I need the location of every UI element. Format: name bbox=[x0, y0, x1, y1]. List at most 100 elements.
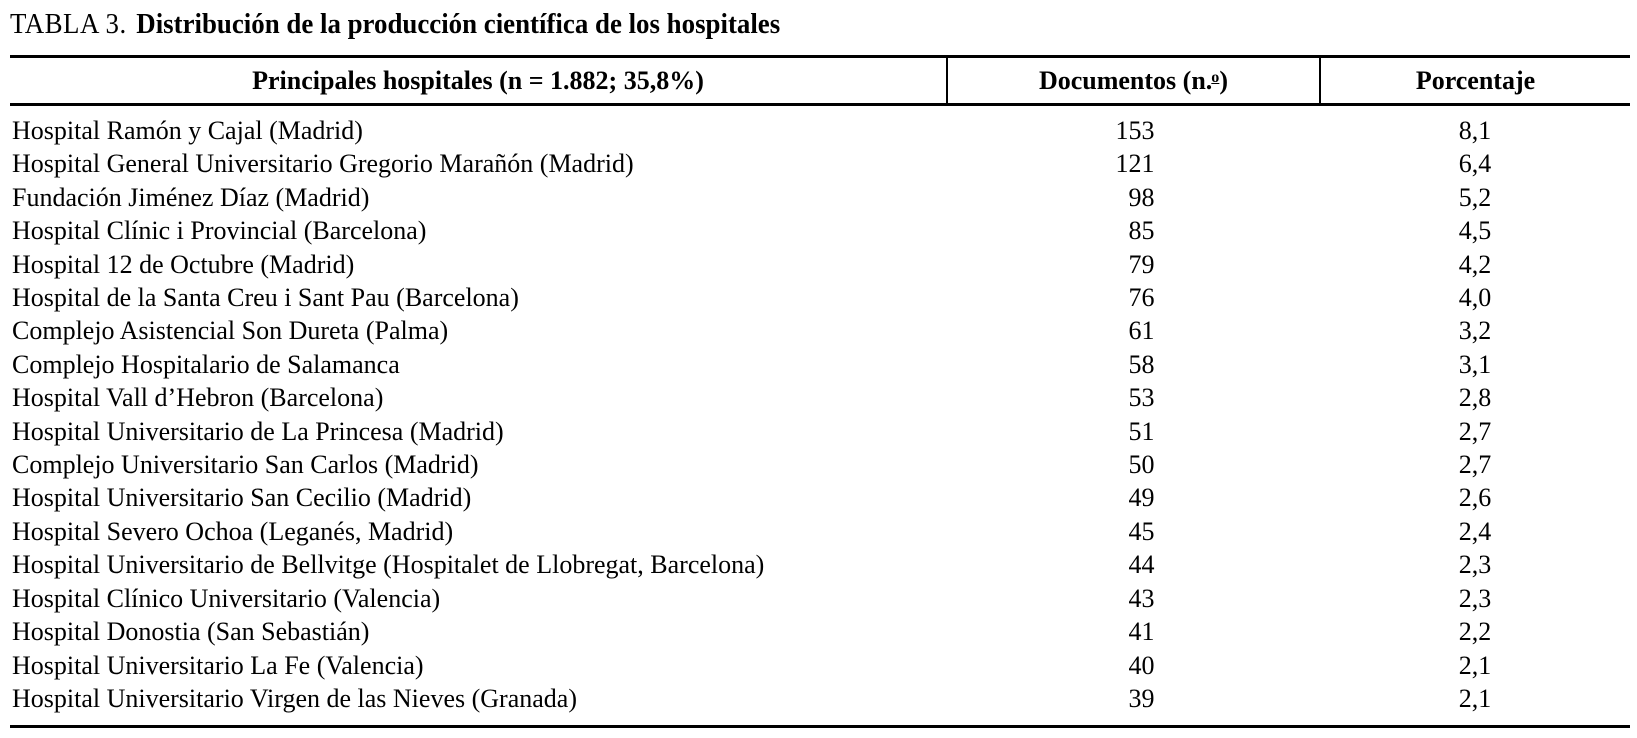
documents-count-cell: 61 bbox=[947, 314, 1320, 347]
table-row: Hospital Universitario de Bellvitge (Hos… bbox=[10, 548, 1630, 581]
table-number-label: TABLA 3. bbox=[10, 9, 127, 40]
documents-count: 58 bbox=[1128, 349, 1155, 379]
table-title: TABLA 3. Distribución de la producción ci… bbox=[10, 8, 1565, 42]
documents-count-cell: 58 bbox=[947, 348, 1320, 381]
percentage-value: 4,5 bbox=[1458, 216, 1492, 246]
documents-count-cell: 40 bbox=[947, 649, 1320, 682]
table-row: Hospital Universitario de La Princesa (M… bbox=[10, 415, 1630, 448]
table-row: Hospital de la Santa Creu i Sant Pau (Ba… bbox=[10, 281, 1630, 314]
hospital-name: Hospital Clínic i Provincial (Barcelona) bbox=[12, 216, 427, 246]
hospital-name: Hospital Universitario San Cecilio (Madr… bbox=[12, 483, 472, 513]
hospital-name: Hospital de la Santa Creu i Sant Pau (Ba… bbox=[12, 283, 519, 313]
table-row: Hospital Ramón y Cajal (Madrid) 153 8,1 bbox=[10, 105, 1630, 148]
documents-count-cell: 44 bbox=[947, 548, 1320, 581]
documents-count-cell: 49 bbox=[947, 481, 1320, 514]
percentage-value: 2,2 bbox=[1458, 617, 1492, 647]
documents-count: 50 bbox=[1128, 450, 1155, 480]
table-row: Hospital Clínico Universitario (Valencia… bbox=[10, 582, 1630, 615]
percentage-value: 4,2 bbox=[1458, 249, 1492, 279]
table-row: Complejo Universitario San Carlos (Madri… bbox=[10, 448, 1630, 481]
hospital-name: Hospital General Universitario Gregorio … bbox=[12, 149, 634, 179]
documents-count-cell: 85 bbox=[947, 214, 1320, 247]
documents-count: 98 bbox=[1128, 182, 1155, 212]
table-caption: Distribución de la producción científica… bbox=[136, 9, 781, 40]
header-row: Principales hospitales (n = 1.882; 35,8%… bbox=[10, 56, 1630, 106]
documents-count-cell: 50 bbox=[947, 448, 1320, 481]
documents-count: 76 bbox=[1128, 283, 1155, 313]
percentage-value: 2,3 bbox=[1458, 583, 1492, 613]
documents-count: 40 bbox=[1128, 650, 1155, 680]
percentage-value: 2,4 bbox=[1458, 516, 1492, 546]
hospital-name: Hospital Universitario La Fe (Valencia) bbox=[12, 650, 424, 680]
documents-count: 121 bbox=[1115, 149, 1155, 179]
percentage-value: 2,7 bbox=[1458, 450, 1492, 480]
percentage-value: 6,4 bbox=[1458, 149, 1492, 179]
documents-count: 153 bbox=[1115, 116, 1155, 145]
hospital-name: Hospital Severo Ochoa (Leganés, Madrid) bbox=[12, 516, 454, 546]
documents-count: 45 bbox=[1128, 516, 1155, 546]
table-row: Hospital Clínic i Provincial (Barcelona)… bbox=[10, 214, 1630, 247]
header-documents: Documentos (n.o) bbox=[946, 56, 1321, 106]
hospital-name: Complejo Universitario San Carlos (Madri… bbox=[12, 450, 479, 480]
percentage-value: 2,8 bbox=[1458, 383, 1492, 413]
hospital-name: Fundación Jiménez Díaz (Madrid) bbox=[12, 182, 370, 212]
header-documents-text: Documentos (n. bbox=[1038, 65, 1213, 95]
documents-count: 85 bbox=[1128, 216, 1155, 246]
percentage-value: 8,1 bbox=[1458, 116, 1492, 145]
documents-count: 61 bbox=[1128, 316, 1155, 346]
table-row: Complejo Hospitalario de Salamanca 58 3,1 bbox=[10, 348, 1630, 381]
documents-count: 53 bbox=[1128, 383, 1155, 413]
hospital-name: Hospital Vall d’Hebron (Barcelona) bbox=[12, 383, 384, 413]
percentage-value: 2,3 bbox=[1458, 550, 1492, 580]
header-documents-close: ) bbox=[1219, 65, 1229, 95]
documents-count: 49 bbox=[1128, 483, 1155, 513]
table-row: Complejo Asistencial Son Dureta (Palma) 6… bbox=[10, 314, 1630, 347]
hospital-name: Complejo Asistencial Son Dureta (Palma) bbox=[12, 316, 449, 346]
documents-count: 39 bbox=[1128, 683, 1155, 713]
documents-count-cell: 51 bbox=[947, 415, 1320, 448]
documents-count-cell: 153 bbox=[947, 105, 1320, 148]
documents-count: 41 bbox=[1128, 617, 1155, 647]
percentage-value: 2,7 bbox=[1458, 416, 1492, 446]
documents-count-cell: 121 bbox=[947, 147, 1320, 180]
hospital-name: Hospital Universitario de La Princesa (M… bbox=[12, 416, 504, 446]
documents-count-cell: 43 bbox=[947, 582, 1320, 615]
percentage-value: 4,0 bbox=[1458, 283, 1492, 313]
table-row: Hospital Universitario La Fe (Valencia) 4… bbox=[10, 649, 1630, 682]
table-row: Hospital 12 de Octubre (Madrid) 79 4,2 bbox=[10, 248, 1630, 281]
table-header: Principales hospitales (n = 1.882; 35,8%… bbox=[10, 56, 1630, 106]
documents-count-cell: 45 bbox=[947, 515, 1320, 548]
table-row: Hospital Universitario Virgen de las Nie… bbox=[10, 682, 1630, 727]
documents-count-cell: 53 bbox=[947, 381, 1320, 414]
hospital-name: Hospital Clínico Universitario (Valencia… bbox=[12, 583, 441, 613]
hospital-name: Complejo Hospitalario de Salamanca bbox=[12, 349, 400, 379]
hospitals-production-table: Principales hospitales (n = 1.882; 35,8%… bbox=[10, 55, 1630, 729]
header-hospitals: Principales hospitales (n = 1.882; 35,8%… bbox=[10, 56, 947, 106]
percentage-value: 2,1 bbox=[1458, 683, 1492, 713]
percentage-value: 5,2 bbox=[1458, 182, 1492, 212]
percentage-value: 3,2 bbox=[1458, 316, 1492, 346]
header-percentage: Porcentaje bbox=[1320, 56, 1630, 106]
ordinal-indicator: o bbox=[1211, 68, 1220, 86]
hospital-name: Hospital 12 de Octubre (Madrid) bbox=[12, 249, 355, 279]
documents-count: 79 bbox=[1128, 249, 1155, 279]
hospital-name: Hospital Universitario de Bellvitge (Hos… bbox=[12, 550, 765, 580]
percentage-value: 2,1 bbox=[1458, 650, 1492, 680]
documents-count-cell: 41 bbox=[947, 615, 1320, 648]
percentage-value: 3,1 bbox=[1458, 349, 1492, 379]
documents-count-cell: 79 bbox=[947, 248, 1320, 281]
documents-count: 51 bbox=[1128, 416, 1155, 446]
table-row: Hospital Vall d’Hebron (Barcelona) 53 2,8 bbox=[10, 381, 1630, 414]
table-row: Hospital Universitario San Cecilio (Madr… bbox=[10, 481, 1630, 514]
table-row: Hospital Severo Ochoa (Leganés, Madrid) 4… bbox=[10, 515, 1630, 548]
hospital-name: Hospital Donostia (San Sebastián) bbox=[12, 617, 370, 647]
documents-count: 44 bbox=[1128, 550, 1155, 580]
hospital-name: Hospital Universitario Virgen de las Nie… bbox=[12, 683, 577, 713]
hospital-name: Hospital Ramón y Cajal (Madrid) bbox=[12, 116, 363, 145]
documents-count-cell: 76 bbox=[947, 281, 1320, 314]
table-row: Fundación Jiménez Díaz (Madrid) 98 5,2 bbox=[10, 181, 1630, 214]
table-row: Hospital General Universitario Gregorio … bbox=[10, 147, 1630, 180]
documents-count-cell: 98 bbox=[947, 181, 1320, 214]
documents-count-cell: 39 bbox=[947, 682, 1320, 727]
